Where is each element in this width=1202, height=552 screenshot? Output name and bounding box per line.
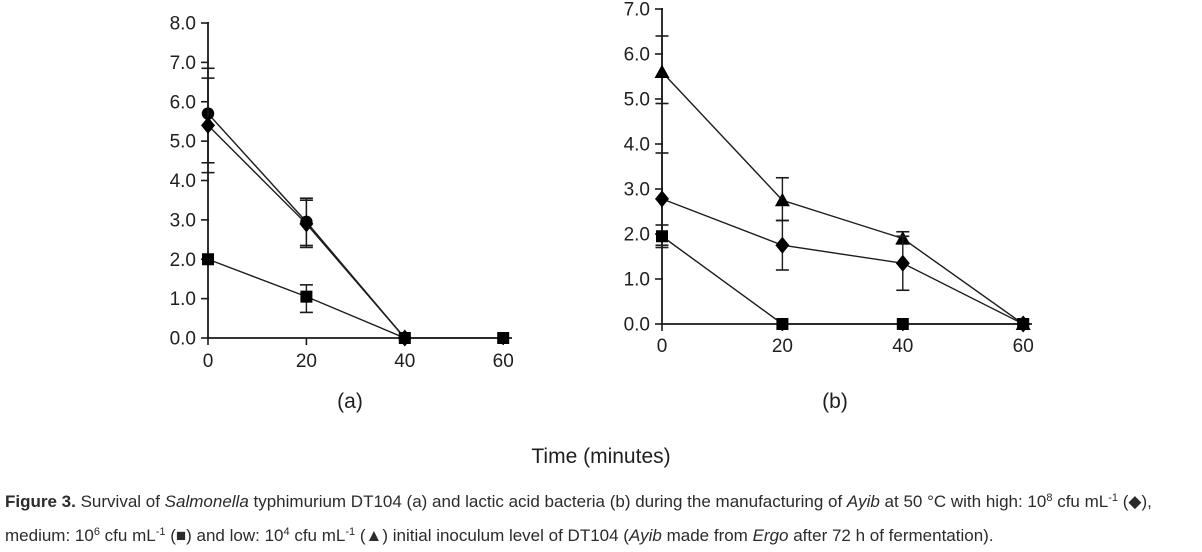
- y-tick-label: 4.0: [624, 135, 650, 156]
- caption-segment: at 50 °C with high: 10: [879, 492, 1047, 511]
- caption-segment: Figure 3.: [5, 492, 76, 511]
- x-axis-ticks: 0 20 40 60: [203, 338, 514, 372]
- series-triangle: [654, 35, 1031, 330]
- y-tick-label: 5.0: [170, 132, 196, 153]
- series-square: [655, 224, 1030, 330]
- caption-segment: Ayib: [628, 526, 662, 545]
- caption-segment: Salmonella: [164, 492, 249, 511]
- y-tick-label: 7.0: [170, 53, 196, 74]
- caption-segment: Ergo: [752, 526, 789, 545]
- chart-a-survival-dt104: 0.0 1.0 2.0 3.0 4.0 5.0 6.0 7.0 8.0 0 20 40 60: [170, 14, 514, 373]
- x-tick-label: 60: [1013, 336, 1034, 357]
- caption-segment: (■) and low: 10: [165, 526, 284, 545]
- series-diamond: [655, 152, 1031, 333]
- y-tick-label: 2.0: [170, 250, 196, 271]
- caption-segment: -1: [1108, 492, 1118, 504]
- x-tick-label: 0: [657, 336, 668, 357]
- x-tick-label: 40: [892, 336, 913, 357]
- y-tick-label: 3.0: [170, 210, 196, 231]
- caption-segment: 6: [93, 526, 100, 538]
- y-tick-label: 4.0: [170, 171, 196, 192]
- y-tick-label: 2.0: [624, 225, 650, 246]
- panel-b-label: (b): [822, 390, 848, 413]
- y-axis-ticks: 0.0 1.0 2.0 3.0 4.0 5.0 6.0 7.0 8.0: [170, 14, 209, 350]
- y-tick-label: 0.0: [170, 329, 196, 350]
- caption-segment: 8: [1046, 492, 1053, 504]
- caption-segment: Survival of: [75, 492, 165, 511]
- caption-segment: -1: [155, 526, 166, 538]
- x-tick-label: 40: [394, 351, 415, 372]
- caption-segment: Ayib: [846, 492, 880, 511]
- y-tick-label: 6.0: [170, 92, 196, 113]
- y-axis-ticks: 0.0 1.0 2.0 3.0 4.0 5.0 6.0 7.0: [624, 0, 663, 336]
- caption-segment: made from: [661, 526, 753, 545]
- x-tick-label: 60: [493, 351, 514, 372]
- x-axis-ticks: 0 20 40 60: [657, 324, 1034, 357]
- figure-caption: Figure 3. Survival of Salmonella typhimu…: [5, 483, 1197, 551]
- y-tick-label: 1.0: [170, 289, 196, 310]
- axes: [207, 22, 512, 339]
- y-tick-label: 6.0: [624, 45, 650, 66]
- caption-segment: cfu mL: [1052, 492, 1109, 511]
- x-tick-label: 0: [203, 351, 214, 372]
- caption-segment: -1: [345, 526, 356, 538]
- caption-segment: typhimurium DT104 (a) and lactic acid ba…: [248, 492, 847, 511]
- x-tick-label: 20: [296, 351, 317, 372]
- series-square: [202, 253, 510, 344]
- x-tick-label: 20: [772, 336, 793, 357]
- y-tick-label: 8.0: [170, 14, 196, 35]
- y-tick-label: 5.0: [624, 90, 650, 111]
- caption-segment: 4: [283, 526, 290, 538]
- chart-b-lactic-acid-bacteria: 0.0 1.0 2.0 3.0 4.0 5.0 6.0 7.0 0 20 40 60: [624, 0, 1034, 357]
- panel-a-label: (a): [337, 390, 363, 413]
- y-tick-label: 3.0: [624, 180, 650, 201]
- caption-segment: cfu mL: [99, 526, 156, 545]
- caption-segment: (▲) initial inoculum level of DT104 (: [355, 526, 629, 545]
- caption-segment: cfu mL: [289, 526, 346, 545]
- y-tick-label: 0.0: [624, 315, 650, 336]
- x-axis-title: Time (minutes): [531, 445, 671, 468]
- caption-segment: (◆), medium: 10: [5, 492, 1152, 545]
- y-tick-label: 7.0: [624, 0, 650, 21]
- y-tick-label: 1.0: [624, 270, 650, 291]
- caption-segment: after 72 h of fermentation).: [788, 526, 994, 545]
